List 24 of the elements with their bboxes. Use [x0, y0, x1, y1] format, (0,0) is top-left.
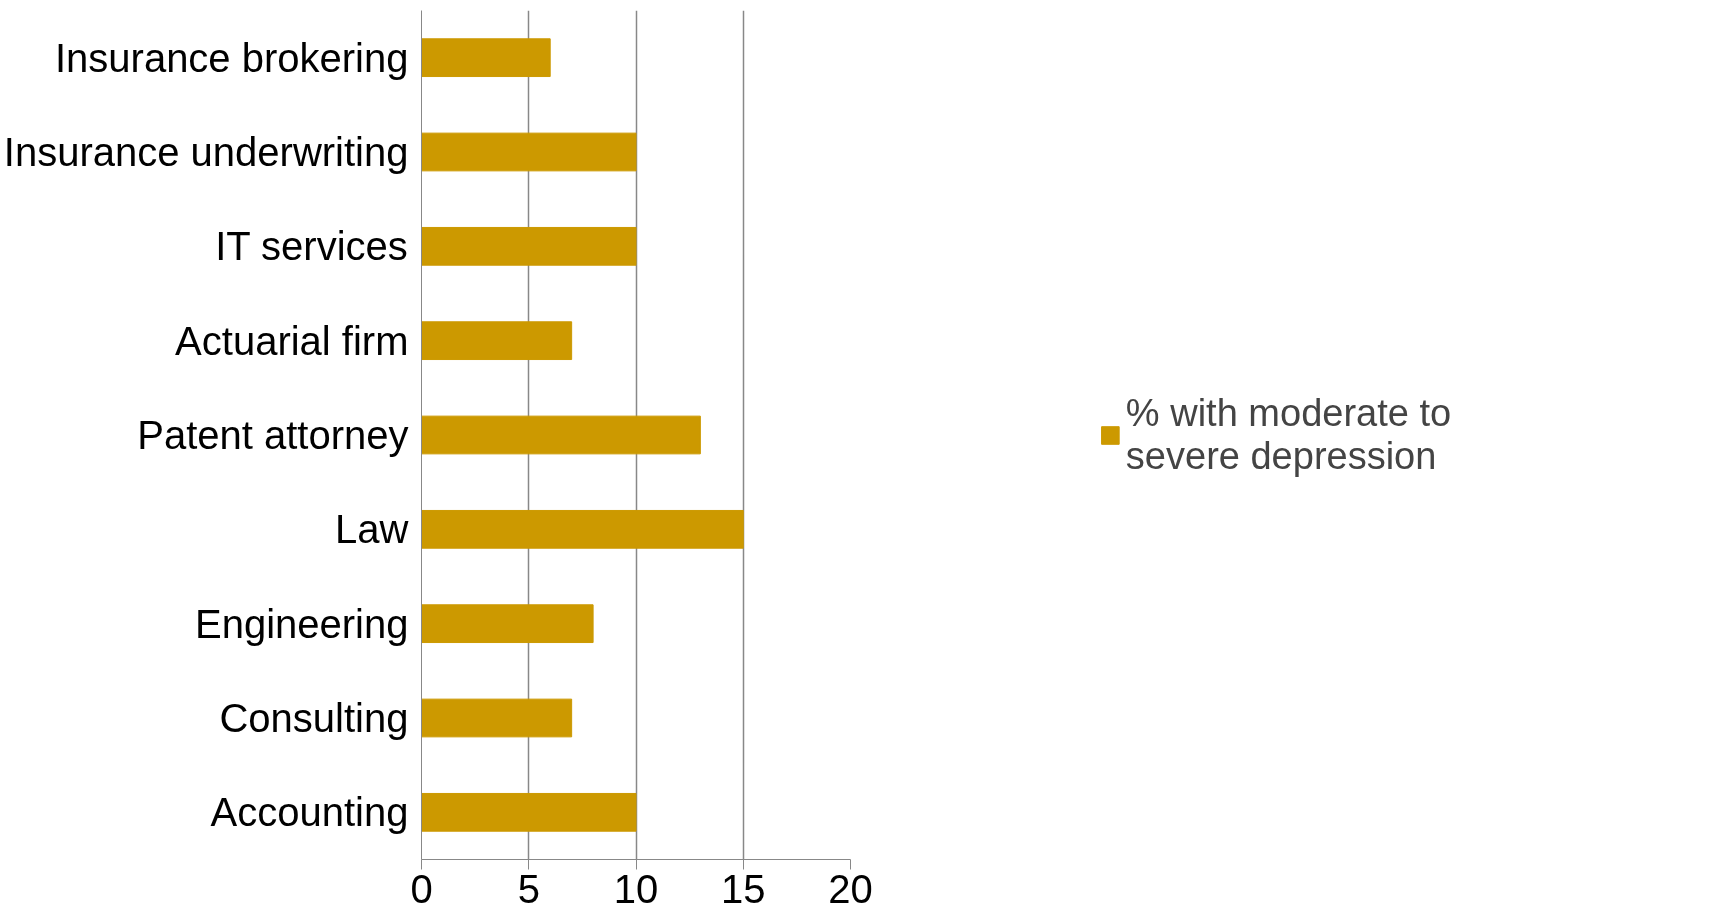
bar — [421, 132, 637, 172]
x-tick-label: 5 — [517, 866, 540, 911]
y-tick-label: Patent attorney — [137, 413, 409, 457]
x-tick-label: 10 — [613, 866, 659, 911]
y-tick-label: Insurance brokering — [54, 35, 409, 80]
y-tick-label: IT services — [215, 224, 408, 269]
bar — [421, 321, 573, 361]
y-tick-label: Insurance underwriting — [3, 130, 409, 174]
bar — [421, 226, 637, 266]
y-tick-label: Accounting — [210, 790, 409, 835]
x-tick-label: 15 — [721, 866, 766, 911]
y-tick-label: Law — [335, 507, 409, 552]
bar — [421, 38, 551, 78]
bar — [421, 792, 637, 832]
legend-label: % with moderate to severe depression — [1125, 391, 1452, 478]
bar — [421, 509, 744, 549]
y-tick-label: Actuarial firm — [175, 318, 409, 363]
x-tick-label: 0 — [410, 866, 433, 911]
y-tick-label: Engineering — [195, 601, 409, 646]
bar — [421, 604, 594, 644]
bar — [421, 415, 701, 455]
bar — [421, 698, 573, 738]
y-tick-label: Consulting — [219, 696, 409, 740]
x-tick-label: 20 — [828, 866, 873, 911]
